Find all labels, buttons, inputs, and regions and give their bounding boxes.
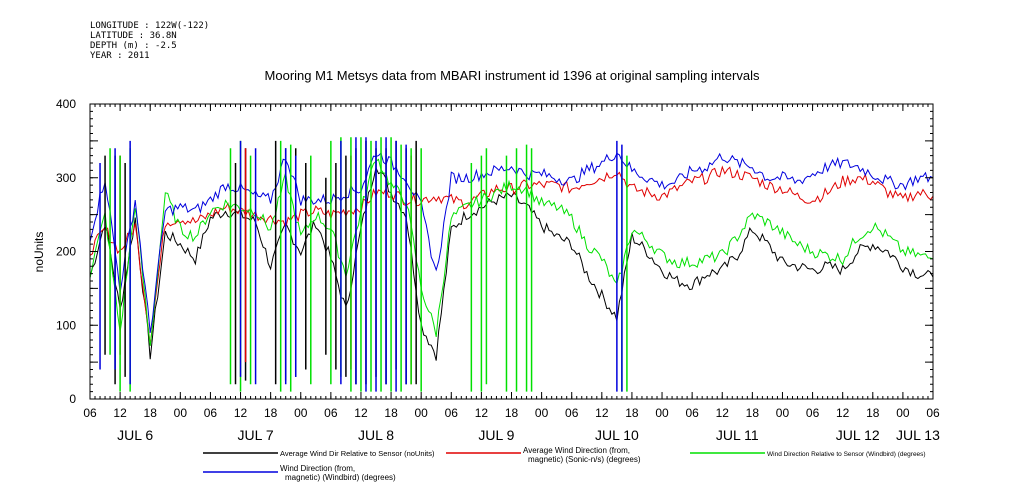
x-tick-label: 12 [234, 406, 248, 420]
x-day-label: JUL 13 [896, 427, 940, 443]
y-tick-label: 100 [56, 318, 76, 332]
legend-label-4-line2: magnetic) (Windbird) (degrees) [285, 473, 396, 482]
x-tick-label: 18 [625, 406, 639, 420]
x-tick-label: 06 [806, 406, 820, 420]
plot-area: 06 12 18 00 06 12 18 00 06 12 18 00 06 12 18 00 06 12 18 00… [56, 97, 940, 443]
legend-label-4: Wind Direction (from, [280, 464, 355, 473]
x-tick-label: 12 [716, 406, 730, 420]
x-tick-label: 00 [776, 406, 790, 420]
legend-label-1: Average Wind Dir Relative to Sensor (noU… [280, 449, 435, 458]
x-day-label: JUL 8 [358, 427, 394, 443]
x-day-label: JUL 11 [716, 427, 759, 443]
x-day-label: JUL 9 [478, 427, 514, 443]
y-tick-label: 300 [56, 171, 76, 185]
x-tick-label: 06 [926, 406, 940, 420]
x-tick-label: 00 [294, 406, 308, 420]
x-tick-label: 00 [896, 406, 910, 420]
x-tick-label: 06 [445, 406, 459, 420]
plot-frame [89, 103, 934, 400]
x-tick-label: 06 [324, 406, 338, 420]
legend-label-2-line2: magnetic) (Sonic-n/s) (degrees) [528, 455, 641, 464]
x-day-label: JUL 7 [238, 427, 274, 443]
x-day-label: JUL 6 [117, 427, 153, 443]
x-tick-label: 06 [685, 406, 699, 420]
x-tick-label: 00 [535, 406, 549, 420]
y-tick-label: 400 [56, 97, 76, 111]
meta-longitude: LONGITUDE : 122W(-122) [90, 21, 210, 31]
x-tick-label: 18 [384, 406, 398, 420]
x-tick-label: 12 [113, 406, 127, 420]
meta-year: YEAR : 2011 [90, 51, 150, 61]
x-tick-label: 12 [836, 406, 850, 420]
x-tick-label: 12 [595, 406, 609, 420]
x-tick-label: 18 [264, 406, 278, 420]
x-tick-label: 06 [204, 406, 218, 420]
x-tick-label: 00 [414, 406, 428, 420]
x-tick-label: 12 [354, 406, 368, 420]
y-tick-label: 200 [56, 245, 76, 259]
x-day-label: JUL 10 [595, 427, 639, 443]
x-tick-label: 06 [565, 406, 579, 420]
series-line-4 [89, 152, 934, 333]
y-axis-label: noUnits [32, 232, 46, 273]
x-tick-label: 18 [866, 406, 880, 420]
x-day-label: JUL 12 [836, 427, 880, 443]
legend-label-2: Average Wind Direction (from, [523, 446, 630, 455]
chart-title: Mooring M1 Metsys data from MBARI instru… [265, 68, 760, 83]
x-tick-label: 12 [475, 406, 489, 420]
legend: Average Wind Dir Relative to Sensor (noU… [203, 446, 926, 482]
x-tick-label: 18 [505, 406, 519, 420]
x-tick-label: 06 [83, 406, 97, 420]
legend-label-3: Wind Direction Relative to Sensor (Windb… [767, 451, 926, 458]
meta-depth: DEPTH (m) : -2.5 [90, 41, 177, 51]
meta-latitude: LATITUDE : 36.8N [90, 31, 177, 41]
y-tick-label: 0 [69, 392, 76, 406]
x-tick-label: 00 [655, 406, 669, 420]
series-line-1 [89, 166, 934, 361]
x-tick-label: 00 [174, 406, 188, 420]
series-line-3 [89, 158, 934, 346]
x-tick-label: 18 [746, 406, 760, 420]
x-tick-label: 18 [144, 406, 158, 420]
